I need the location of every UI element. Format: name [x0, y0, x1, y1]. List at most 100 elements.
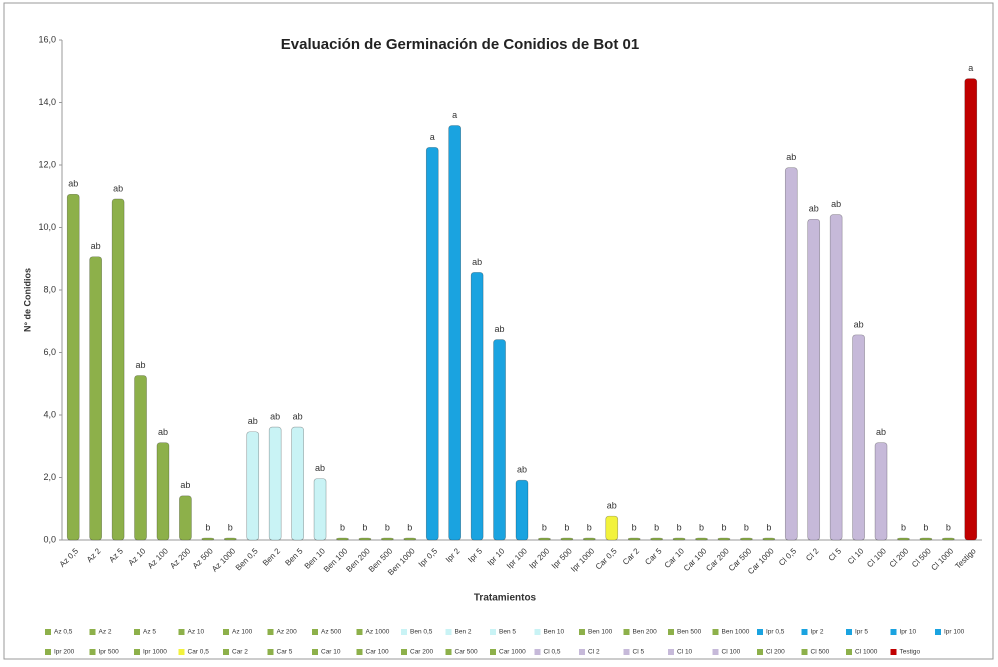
- legend-label: Ben 100: [588, 629, 613, 636]
- bar-annotation: b: [654, 522, 659, 532]
- legend-swatch: [223, 649, 229, 655]
- legend-swatch: [623, 649, 630, 655]
- legend-label: Az 0,5: [54, 629, 73, 636]
- bar-annotation: ab: [136, 360, 146, 370]
- legend-swatch: [356, 629, 363, 635]
- legend-label: Az 10: [188, 629, 205, 636]
- legend-swatch: [757, 629, 763, 635]
- legend-label: Cl 10: [677, 649, 693, 656]
- bar: [717, 537, 731, 541]
- legend-label: Ben 5: [499, 629, 516, 636]
- bar: [784, 167, 798, 541]
- bar: [560, 537, 574, 541]
- bar-annotation: b: [677, 522, 682, 532]
- legend-label: Car 200: [410, 649, 434, 656]
- legend-swatch: [846, 649, 852, 655]
- legend-label: Car 100: [366, 649, 390, 656]
- legend-label: Car 0,5: [188, 649, 210, 656]
- chart-title: Evaluación de Germinación de Conidios de…: [281, 36, 639, 53]
- legend-label: Ben 10: [544, 629, 565, 636]
- bar: [605, 515, 619, 541]
- legend-label: Ben 1000: [722, 629, 750, 636]
- bar-annotation: b: [901, 522, 906, 532]
- bar: [313, 478, 327, 541]
- bar-annotation: b: [205, 522, 210, 532]
- bar-annotation: b: [744, 522, 749, 532]
- bar: [762, 537, 776, 541]
- bar-annotation: ab: [472, 257, 482, 267]
- legend-swatch: [890, 629, 897, 635]
- bar: [156, 442, 170, 541]
- legend-label: Ipr 1000: [143, 649, 167, 656]
- legend-swatch: [89, 649, 96, 655]
- legend-swatch: [445, 649, 452, 655]
- bar: [111, 198, 125, 541]
- bar: [627, 537, 641, 541]
- bar: [583, 537, 596, 541]
- bar-annotation: ab: [68, 179, 78, 189]
- bar: [807, 218, 821, 541]
- legend-swatch: [267, 629, 274, 635]
- legend-label: Ipr 5: [855, 629, 868, 636]
- legend-swatch: [890, 649, 897, 655]
- legend-label: Ipr 500: [99, 649, 120, 656]
- legend-swatch: [490, 649, 496, 655]
- bar-annotation: ab: [517, 465, 527, 475]
- bar-annotation: ab: [113, 183, 123, 193]
- bar-annotation: b: [228, 522, 233, 532]
- bar: [246, 431, 260, 541]
- legend-swatch: [712, 629, 719, 635]
- bar: [291, 426, 304, 541]
- bar: [358, 537, 372, 541]
- legend-swatch: [178, 649, 185, 655]
- legend-label: Ben 2: [455, 629, 472, 636]
- bar: [66, 193, 80, 541]
- bar-annotation: b: [340, 522, 345, 532]
- bar-annotation: b: [587, 522, 592, 532]
- bar-annotation: ab: [854, 319, 864, 329]
- bar-annotation: ab: [876, 427, 886, 437]
- legend-label: Car 2: [232, 649, 248, 656]
- y-tick-label: 10,0: [38, 222, 56, 232]
- legend-swatch: [356, 649, 363, 655]
- legend-label: Az 500: [321, 629, 342, 636]
- legend-swatch: [935, 629, 941, 635]
- bar-annotation: ab: [809, 204, 819, 214]
- y-tick-label: 0,0: [43, 534, 56, 544]
- legend-label: Car 5: [277, 649, 293, 656]
- legend-swatch: [312, 649, 318, 655]
- legend-label: Cl 1000: [855, 649, 878, 656]
- legend-swatch: [534, 629, 541, 635]
- bar: [470, 272, 484, 541]
- y-tick-label: 14,0: [38, 97, 56, 107]
- legend-label: Cl 5: [633, 649, 645, 656]
- legend-label: Cl 200: [766, 649, 785, 656]
- bar: [179, 495, 192, 541]
- legend-swatch: [45, 629, 51, 635]
- bar-annotation: b: [923, 522, 928, 532]
- legend-swatch: [134, 629, 140, 635]
- bar: [695, 537, 708, 541]
- y-tick-label: 4,0: [43, 409, 56, 419]
- bar: [134, 375, 147, 541]
- legend-label: Ben 500: [677, 629, 702, 636]
- legend-label: Ipr 0,5: [766, 629, 785, 636]
- legend-label: Az 1000: [366, 629, 390, 636]
- legend-label: Car 500: [455, 649, 479, 656]
- legend-swatch: [312, 629, 318, 635]
- bar: [425, 147, 439, 541]
- x-axis-title: Tratamientos: [474, 593, 537, 604]
- legend-label: Cl 500: [811, 649, 830, 656]
- bar-annotation: b: [385, 522, 390, 532]
- legend-swatch: [401, 649, 407, 655]
- bar-annotation: b: [721, 522, 726, 532]
- bar: [829, 214, 843, 541]
- legend-label: Ipr 10: [900, 629, 917, 636]
- chart-frame: [3, 2, 994, 660]
- bar-annotation: b: [362, 522, 367, 532]
- legend-label: Ipr 100: [944, 629, 965, 636]
- legend-label: Cl 0,5: [544, 649, 561, 656]
- legend-label: Car 10: [321, 649, 341, 656]
- bar-annotation: b: [407, 522, 412, 532]
- legend-swatch: [490, 629, 496, 635]
